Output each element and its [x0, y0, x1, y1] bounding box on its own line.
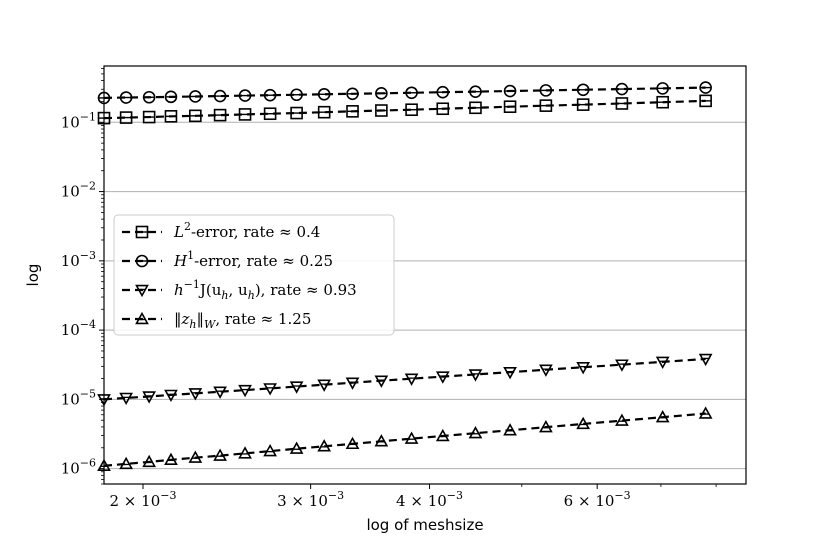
triangle-up-marker	[468, 426, 483, 439]
triangle-down-marker	[345, 377, 360, 390]
series-square	[97, 94, 712, 125]
triangle-down-marker	[503, 366, 517, 380]
triangle-down-marker	[317, 379, 332, 392]
triangle-down-marker	[119, 392, 133, 406]
x-tick-label: 4 × 10−3	[396, 489, 463, 510]
y-tick-label: 10−3	[61, 249, 96, 270]
triangle-down-marker	[468, 369, 483, 382]
triangle-up-marker	[263, 443, 277, 457]
y-tick-label: 10−1	[61, 110, 96, 131]
triangle-down-marker	[374, 375, 389, 388]
triangle-up-marker	[119, 456, 133, 470]
y-tick-label: 10−5	[61, 387, 96, 408]
x-tick-label: 3 × 10−3	[277, 489, 344, 510]
triangle-up-marker	[135, 311, 149, 325]
triangle-up-marker	[404, 431, 419, 444]
triangle-down-marker	[615, 359, 629, 372]
legend-entry: ‖zh‖W, rate ≈ 1.25	[122, 310, 311, 331]
x-axis-label: log of meshsize	[366, 516, 483, 534]
legend-label: L2-error, rate ≈ 0.4	[173, 220, 320, 241]
triangle-down-marker	[404, 373, 419, 386]
triangle-down-marker	[263, 383, 277, 396]
triangle-down-marker	[539, 364, 553, 377]
triangle-down-marker	[698, 353, 713, 367]
y-tick-label: 10−6	[61, 457, 96, 478]
triangle-down-marker	[188, 388, 203, 401]
legend-label: h−1J(uh, uh), rate ≈ 0.93	[174, 278, 357, 302]
series-triangle-down	[97, 353, 713, 407]
triangle-up-marker	[188, 450, 203, 463]
legend-entry: H1-error, rate ≈ 0.25	[122, 249, 333, 270]
series-layer	[97, 81, 713, 471]
plot-frame	[103, 65, 747, 485]
triangle-up-marker	[238, 446, 252, 459]
triangle-down-marker	[164, 389, 178, 403]
legend-box	[113, 214, 395, 336]
legend-label: H1-error, rate ≈ 0.25	[173, 249, 333, 270]
triangle-up-marker	[655, 410, 670, 423]
triangle-up-marker	[435, 428, 450, 442]
triangle-down-marker	[142, 391, 157, 404]
tick-layer: 10−6 10−5 10−4 10−3 10−2 10−1 2 × 10−3 3 × 10−3…	[61, 68, 717, 510]
triangle-down-marker	[576, 362, 591, 375]
triangle-down-marker	[655, 356, 670, 370]
triangle-down-marker	[289, 381, 304, 394]
x-tick-label: 6 × 10−3	[564, 489, 631, 510]
triangle-up-marker	[503, 423, 517, 436]
series-circle	[97, 81, 712, 105]
triangle-up-marker	[576, 416, 591, 430]
x-tick-label: 2 × 10−3	[110, 489, 177, 510]
y-tick-label: 10−4	[61, 318, 96, 339]
triangle-up-marker	[164, 452, 178, 466]
y-tick-label: 10−2	[61, 180, 96, 201]
triangle-up-marker	[374, 434, 389, 447]
triangle-down-marker	[238, 384, 252, 398]
triangle-up-marker	[345, 436, 360, 450]
triangle-up-marker	[213, 448, 227, 461]
legend-label: ‖zh‖W, rate ≈ 1.25	[174, 310, 311, 331]
triangle-down-marker	[435, 371, 450, 384]
triangle-up-marker	[289, 441, 304, 454]
legend: L2-error, rate ≈ 0.4 H1-error, rate ≈ 0.2…	[113, 214, 395, 336]
series-triangle-up	[97, 406, 713, 471]
legend-entry: h−1J(uh, uh), rate ≈ 0.93	[122, 278, 357, 302]
triangle-down-marker	[213, 386, 227, 399]
triangle-up-marker	[698, 406, 713, 419]
y-axis-label: log	[24, 264, 42, 287]
triangle-up-marker	[539, 420, 553, 433]
triangle-up-marker	[615, 413, 629, 426]
triangle-up-marker	[142, 454, 157, 468]
legend-entry: L2-error, rate ≈ 0.4	[122, 220, 320, 241]
triangle-down-marker	[135, 284, 149, 298]
triangle-up-marker	[317, 439, 332, 452]
